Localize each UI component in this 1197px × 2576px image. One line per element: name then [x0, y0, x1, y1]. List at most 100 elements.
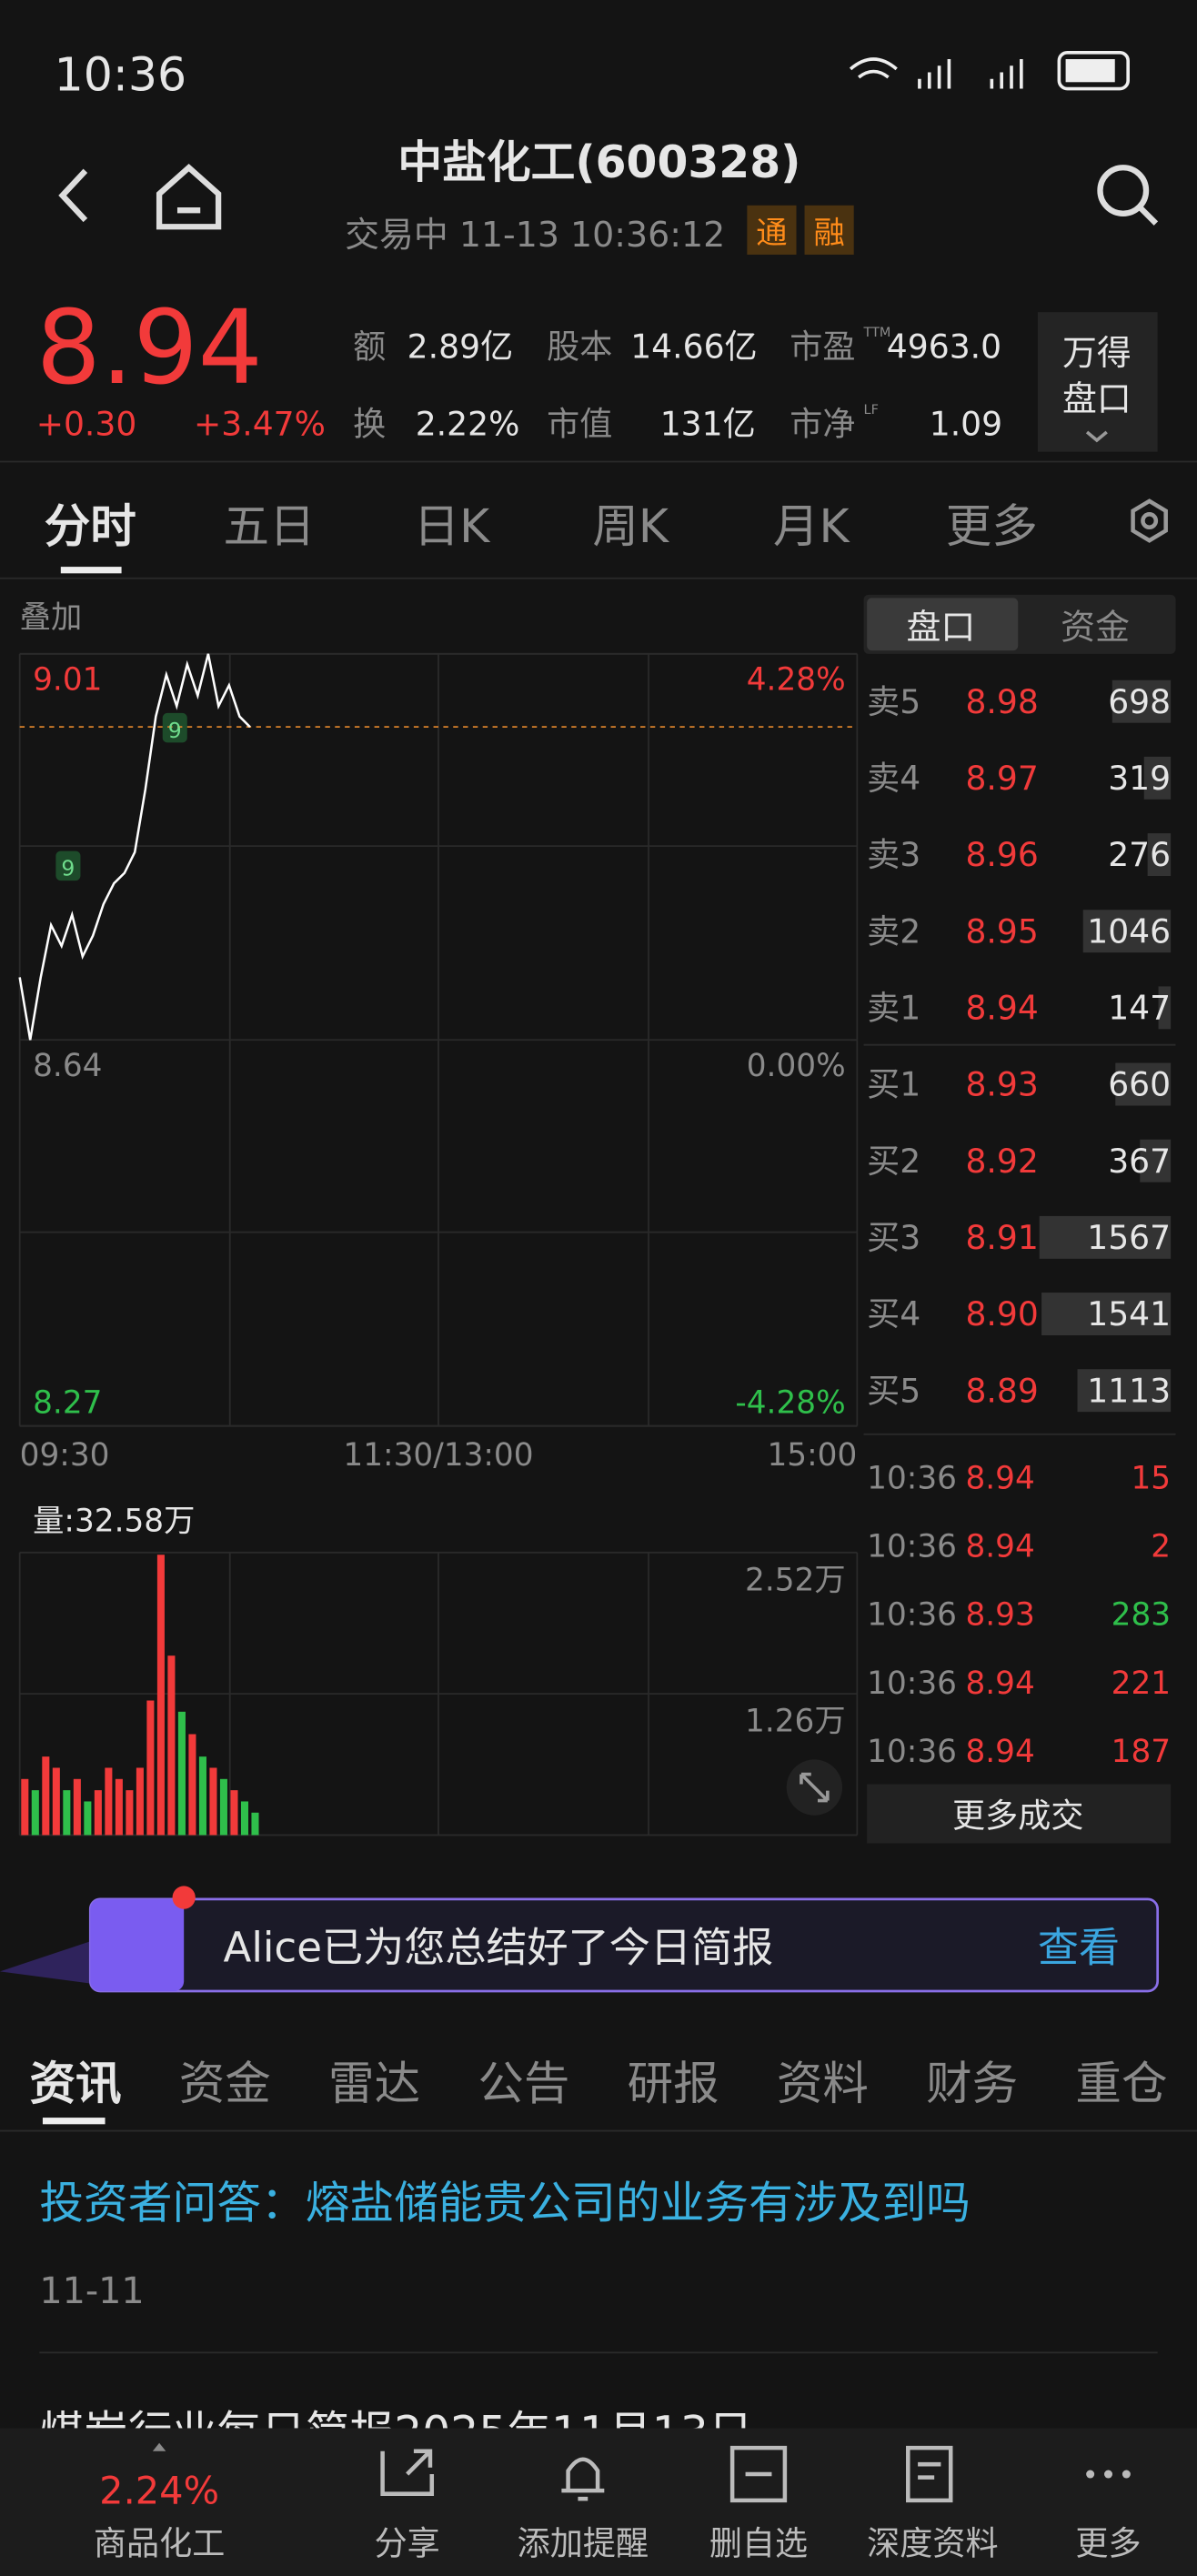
news-tab[interactable]: 研报 [628, 2057, 719, 2110]
volume-bar [1039, 1215, 1172, 1259]
banner-button[interactable]: 查看 [1038, 1923, 1120, 1971]
book-label: 卖2 [867, 911, 920, 951]
news-tab[interactable]: 财务 [926, 2057, 1018, 2110]
volume-bar [1082, 910, 1172, 953]
trade-time: 10:36 [867, 1734, 957, 1770]
more-trades[interactable]: 更多成交 [952, 1796, 1083, 1835]
volume-bar [219, 1778, 227, 1836]
y-tick-label: 8.27 [33, 1384, 102, 1421]
more-trades-button[interactable] [867, 1784, 1172, 1844]
book-label: 买2 [867, 1142, 920, 1181]
book-tab[interactable]: 资金 [1061, 608, 1130, 648]
tab[interactable]: 更多 [946, 499, 1038, 553]
stat-value: 2.89亿 [407, 327, 513, 367]
nav-item[interactable]: 分享 [375, 2524, 440, 2563]
nav-item[interactable]: 更多 [1075, 2524, 1141, 2563]
volume-bar [146, 1700, 155, 1836]
banner-text: Alice已为您总结好了今日简报 [224, 1923, 774, 1971]
tab-underline [42, 2118, 106, 2125]
volume-tick-label: 1.26万 [745, 1704, 846, 1740]
news-tab[interactable]: 公告 [478, 2057, 569, 2110]
news-tab[interactable]: 雷达 [328, 2057, 420, 2110]
depth-button[interactable] [1037, 312, 1158, 452]
news-tab[interactable]: 资料 [777, 2057, 869, 2110]
search-button[interactable] [1097, 165, 1159, 226]
badge-bg [804, 205, 854, 255]
wifi [849, 57, 898, 79]
news-tab[interactable]: 资讯 [29, 2057, 121, 2110]
nav-item[interactable]: 深度资料 [867, 2524, 998, 2563]
tab[interactable]: 日K [414, 499, 492, 553]
nav-caret [152, 2442, 166, 2451]
volume-bar [63, 1790, 71, 1836]
trade-status: 交易中 11-13 10:36:12 [345, 215, 725, 255]
nav-item[interactable]: 删自选 [709, 2524, 808, 2563]
tab[interactable]: 周K [592, 499, 670, 553]
index-name[interactable]: 商品化工 [94, 2524, 225, 2563]
trade-volume: 187 [1112, 1734, 1171, 1770]
tab[interactable]: 五日 [224, 499, 316, 553]
volume-bar [52, 1767, 60, 1836]
banner-icon [90, 1898, 185, 1992]
badge-bg [747, 205, 797, 255]
volume-bar [21, 1778, 29, 1836]
trade-price: 8.94 [965, 1734, 1034, 1770]
trade-price: 8.94 [965, 1665, 1034, 1702]
battery [1057, 50, 1130, 91]
home-button[interactable] [156, 163, 222, 230]
book-price: 8.98 [965, 682, 1038, 721]
volume-bar [1158, 986, 1172, 1030]
book-tab[interactable]: 盘口 [906, 608, 975, 648]
volume-bar [94, 1790, 102, 1836]
book-tab-active[interactable] [867, 598, 1019, 651]
nav-item[interactable]: 添加提醒 [518, 2524, 649, 2563]
news-title[interactable]: 投资者问答：熔盐储能贵公司的业务有涉及到吗 [39, 2178, 970, 2229]
nav-icon [729, 2445, 788, 2503]
volume-bar [188, 1734, 196, 1836]
trade-time: 10:36 [867, 1597, 957, 1634]
notification-dot [172, 1886, 196, 1909]
book-price: 8.89 [965, 1371, 1038, 1410]
tab[interactable]: 月K [773, 499, 851, 553]
button-label[interactable]: 万得 [1062, 333, 1132, 373]
volume-bar [84, 1801, 92, 1836]
book-price: 8.90 [965, 1294, 1038, 1333]
y2-tick-label: 4.28% [747, 662, 846, 699]
settings-button[interactable] [1131, 498, 1168, 543]
book-label: 买1 [867, 1065, 920, 1104]
nav-icon [906, 2445, 953, 2503]
tab[interactable]: 分时 [45, 499, 136, 553]
volume-tick-label: 2.52万 [745, 1562, 846, 1598]
chevron [1085, 430, 1108, 443]
price-line [18, 653, 251, 1041]
book-volume: 660 [1108, 1065, 1171, 1104]
overlay-button[interactable]: 叠加 [20, 599, 83, 636]
stat-label: 换 [353, 405, 386, 444]
book-volume: 698 [1108, 682, 1171, 721]
trade-time: 10:36 [867, 1665, 957, 1702]
volume-bar [1112, 679, 1172, 723]
y2-tick-label: -4.28% [735, 1384, 845, 1421]
index-change[interactable]: 2.24% [99, 2469, 219, 2513]
volume-bar [230, 1790, 238, 1836]
stat-value: 14.66亿 [630, 327, 757, 367]
y-tick-label: 8.64 [33, 1048, 102, 1084]
nav-icon [1122, 2470, 1131, 2479]
news-tab[interactable]: 重仓 [1075, 2057, 1167, 2110]
news-tab[interactable]: 资金 [179, 2057, 271, 2110]
stat-value: 2.22% [416, 405, 520, 444]
book-label: 卖5 [867, 682, 920, 721]
x-tick-label: 09:30 [20, 1437, 110, 1474]
book-label: 卖3 [867, 835, 920, 874]
stat-label: 市净 [790, 405, 855, 444]
back-button[interactable] [58, 168, 88, 223]
book-volume: 1541 [1087, 1294, 1171, 1333]
volume-bar [240, 1801, 249, 1836]
button-label[interactable]: 盘口 [1062, 379, 1132, 419]
bottom-nav [0, 2428, 1197, 2576]
trade-time: 10:36 [867, 1460, 957, 1496]
volume-bar [198, 1756, 206, 1836]
book-volume: 367 [1108, 1142, 1171, 1181]
